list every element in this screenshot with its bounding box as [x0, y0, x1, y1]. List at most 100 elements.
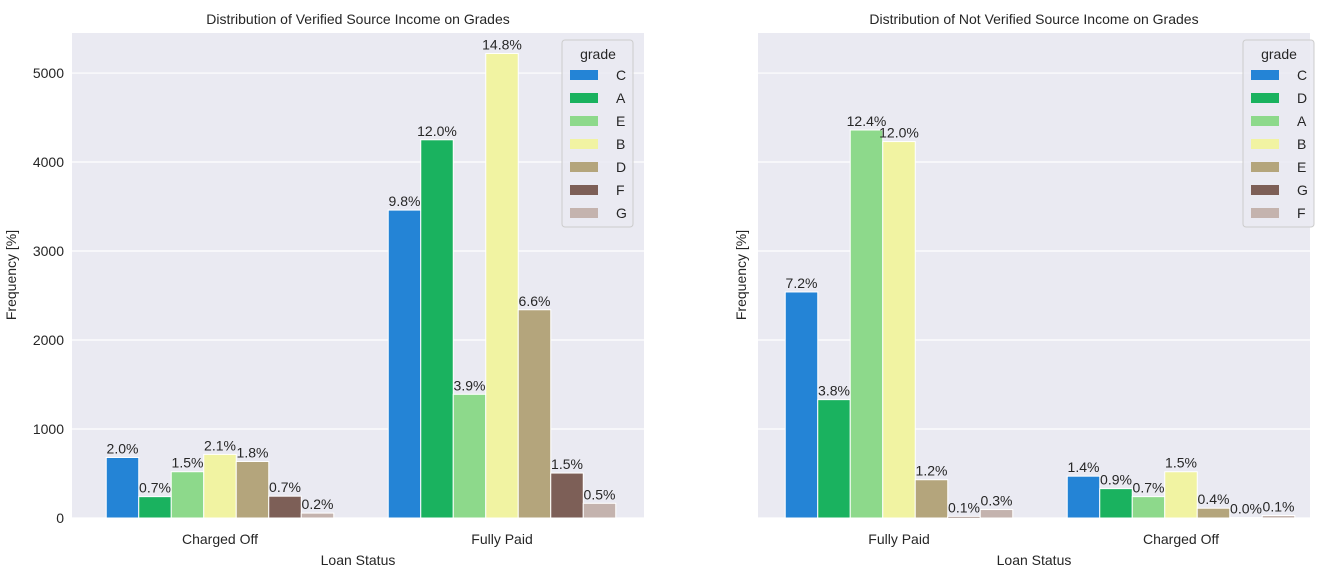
bar-d-fully-paid — [517, 309, 552, 519]
legend-label: B — [616, 136, 625, 152]
y-axis-label-verified: Frequency [%] — [3, 230, 19, 320]
data-label: 0.2% — [302, 496, 334, 512]
data-label: 6.6% — [519, 293, 551, 309]
bar-g-fully-paid — [582, 502, 617, 519]
data-label: 14.8% — [482, 36, 522, 52]
bar-a-charged-off — [138, 496, 172, 519]
y-tick-label: 5000 — [33, 65, 64, 81]
legend-title: grade — [1261, 46, 1297, 62]
bar-b-fully-paid — [485, 52, 519, 519]
legend-swatch — [570, 70, 598, 80]
bar-c-charged-off — [1066, 475, 1101, 519]
x-tick-labels-verified: Charged Off Fully Paid — [182, 531, 533, 547]
legend-label: B — [1297, 136, 1306, 152]
bar-g-fully-paid — [947, 515, 981, 519]
bar-f-charged-off — [1261, 515, 1296, 519]
data-label: 1.4% — [1068, 459, 1100, 475]
x-axis-label-verified: Loan Status — [321, 552, 396, 568]
bar-d-charged-off — [235, 460, 270, 519]
legend-swatch — [1251, 185, 1279, 195]
data-label: 3.9% — [454, 377, 486, 393]
y-tick-label: 0 — [56, 510, 64, 526]
legend-title: grade — [580, 46, 616, 62]
y-tick-label: 4000 — [33, 154, 64, 170]
legend-label: D — [616, 159, 626, 175]
chart-verified: 2.0% 9.8% 0.7% 12.0% 1.5% 3.9% 2.1% 14.8% 1.8% 6.… — [3, 11, 644, 568]
legend-label: E — [616, 113, 625, 129]
data-label: 0.7% — [1133, 480, 1165, 496]
legend-swatch — [1251, 208, 1279, 218]
data-label: 2.0% — [107, 440, 139, 456]
data-label: 3.8% — [818, 383, 850, 399]
bar-a-fully-paid — [420, 139, 454, 519]
bar-f-fully-paid — [979, 509, 1014, 519]
data-label: 0.3% — [981, 493, 1013, 509]
legend-label: A — [616, 90, 626, 106]
chart-title-not-verified: Distribution of Not Verified Source Inco… — [869, 11, 1198, 27]
data-label: 0.9% — [1100, 472, 1132, 488]
x-tick-label: Charged Off — [1143, 531, 1219, 547]
legend-frame — [1242, 39, 1315, 228]
data-label: 12.0% — [879, 125, 919, 141]
bars-verified — [105, 52, 617, 519]
data-label: 2.1% — [204, 437, 236, 453]
bar-e-charged-off — [170, 471, 205, 519]
legend-swatch — [1251, 116, 1279, 126]
legend-swatch — [570, 93, 598, 103]
chart-title-verified: Distribution of Verified Source Income o… — [206, 11, 510, 27]
bar-c-charged-off — [105, 456, 140, 519]
bar-d-fully-paid — [817, 399, 851, 519]
legend-frame — [561, 39, 634, 228]
bar-a-charged-off — [1131, 496, 1166, 519]
legend-label: F — [1297, 205, 1306, 221]
bar-e-fully-paid — [914, 479, 949, 519]
bar-f-charged-off — [268, 495, 302, 519]
y-tick-label: 3000 — [33, 243, 64, 259]
legend-label: G — [1297, 182, 1308, 198]
data-label: 12.0% — [417, 123, 457, 139]
data-label: 7.2% — [786, 275, 818, 291]
legend-swatch — [570, 116, 598, 126]
y-axis-label-not-verified: Frequency [%] — [733, 230, 749, 320]
legend-swatch — [570, 185, 598, 195]
data-label: 0.0% — [1230, 501, 1262, 517]
x-tick-label: Charged Off — [182, 531, 258, 547]
data-label: 0.5% — [584, 486, 616, 502]
bar-e-charged-off — [1196, 507, 1231, 519]
legend-label: F — [616, 182, 625, 198]
data-label: 0.7% — [269, 479, 301, 495]
x-tick-label: Fully Paid — [868, 531, 929, 547]
plot-area-verified — [72, 33, 644, 518]
legend-label: G — [616, 205, 627, 221]
legend-swatch — [570, 208, 598, 218]
bar-g-charged-off — [300, 512, 335, 519]
legend-label: D — [1297, 90, 1307, 106]
data-label: 1.5% — [1165, 455, 1197, 471]
chart-not-verified: 7.2% 1.4% 3.8% 0.9% 12.4% 0.7% 12.0% 1.5% 1.2% 0.… — [733, 11, 1315, 568]
legend-swatch — [570, 139, 598, 149]
bar-a-fully-paid — [849, 129, 884, 519]
legend-label: A — [1297, 113, 1307, 129]
y-tick-label: 2000 — [33, 332, 64, 348]
data-label: 12.4% — [847, 113, 887, 129]
data-label: 0.4% — [1198, 491, 1230, 507]
bar-c-fully-paid — [784, 291, 819, 519]
bar-d-charged-off — [1099, 488, 1133, 519]
value-labels-verified: 2.0% 9.8% 0.7% 12.0% 1.5% 3.9% 2.1% 14.8% 1.8% 6.… — [107, 36, 616, 512]
legend-label: E — [1297, 159, 1306, 175]
value-labels-not-verified: 7.2% 1.4% 3.8% 0.9% 12.4% 0.7% 12.0% 1.5% 1.2% 0.… — [786, 113, 1295, 517]
bar-b-charged-off — [203, 453, 237, 519]
y-tick-label: 1000 — [33, 421, 64, 437]
legend-label: C — [616, 67, 626, 83]
legend-label: C — [1297, 67, 1307, 83]
bar-e-fully-paid — [452, 393, 487, 519]
legend-swatch — [1251, 93, 1279, 103]
data-label: 1.5% — [551, 456, 583, 472]
bar-b-charged-off — [1164, 471, 1198, 519]
data-label: 0.7% — [139, 480, 171, 496]
data-label: 1.5% — [172, 455, 204, 471]
data-label: 0.1% — [948, 499, 980, 515]
legend-swatch — [1251, 70, 1279, 80]
